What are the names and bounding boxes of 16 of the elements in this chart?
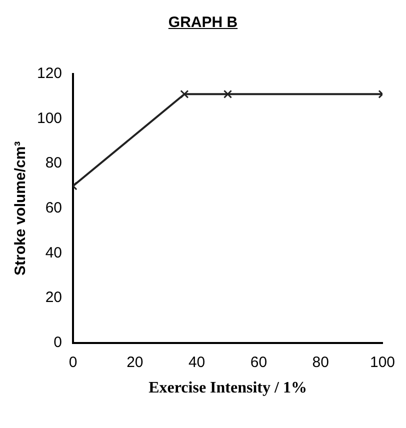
x-tick-label: 80 [312, 354, 329, 371]
y-tick-label: 120 [36, 65, 62, 82]
x-axis-title: Exercise Intensity / 1% [148, 380, 307, 397]
x-tick-label: 20 [126, 354, 144, 371]
chart-title: GRAPH B [168, 14, 238, 31]
x-tick-label: 0 [68, 354, 78, 371]
y-tick-label: 0 [54, 334, 62, 351]
x-tick-label: 40 [188, 354, 206, 371]
y-axis-title: Stroke volume/cm³ [12, 141, 30, 276]
y-tick-label: 100 [36, 110, 62, 127]
y-tick-label: 60 [45, 200, 62, 217]
y-tick-label: 40 [45, 244, 62, 262]
x-tick-label: 100 [370, 354, 395, 371]
y-tick-label: 80 [45, 154, 62, 172]
x-tick-label: 60 [250, 354, 268, 371]
y-tick-label: 20 [45, 289, 62, 306]
